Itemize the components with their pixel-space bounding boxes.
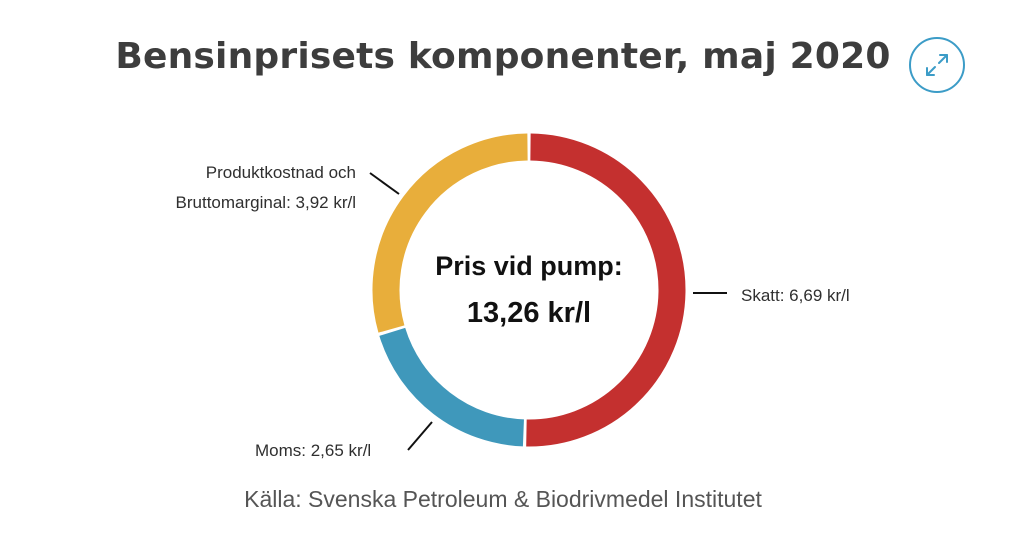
expand-arrows-icon — [926, 54, 948, 76]
slice-produktkostnad — [372, 133, 528, 333]
slice-label-produkt-line2: Bruttomarginal: 3,92 kr/l — [176, 193, 356, 212]
center-label-line2: 13,26 kr/l — [467, 297, 591, 329]
expand-button[interactable] — [909, 37, 965, 93]
leader-line-moms — [407, 421, 433, 451]
slice-label-moms: Moms: 2,65 kr/l — [255, 441, 371, 460]
center-label-line1: Pris vid pump: — [435, 251, 623, 281]
slice-label-skatt: Skatt: 6,69 kr/l — [741, 286, 850, 305]
source-note: Källa: Svenska Petroleum & Biodrivmedel … — [244, 486, 762, 512]
slice-skatt — [526, 133, 686, 447]
slice-moms — [379, 327, 525, 447]
slice-label-produkt-line1: Produktkostnad och — [206, 163, 356, 182]
leader-line-produkt — [369, 172, 400, 195]
donut-slices — [372, 133, 686, 447]
chart-title: Bensinprisets komponenter, maj 2020 — [115, 36, 891, 77]
